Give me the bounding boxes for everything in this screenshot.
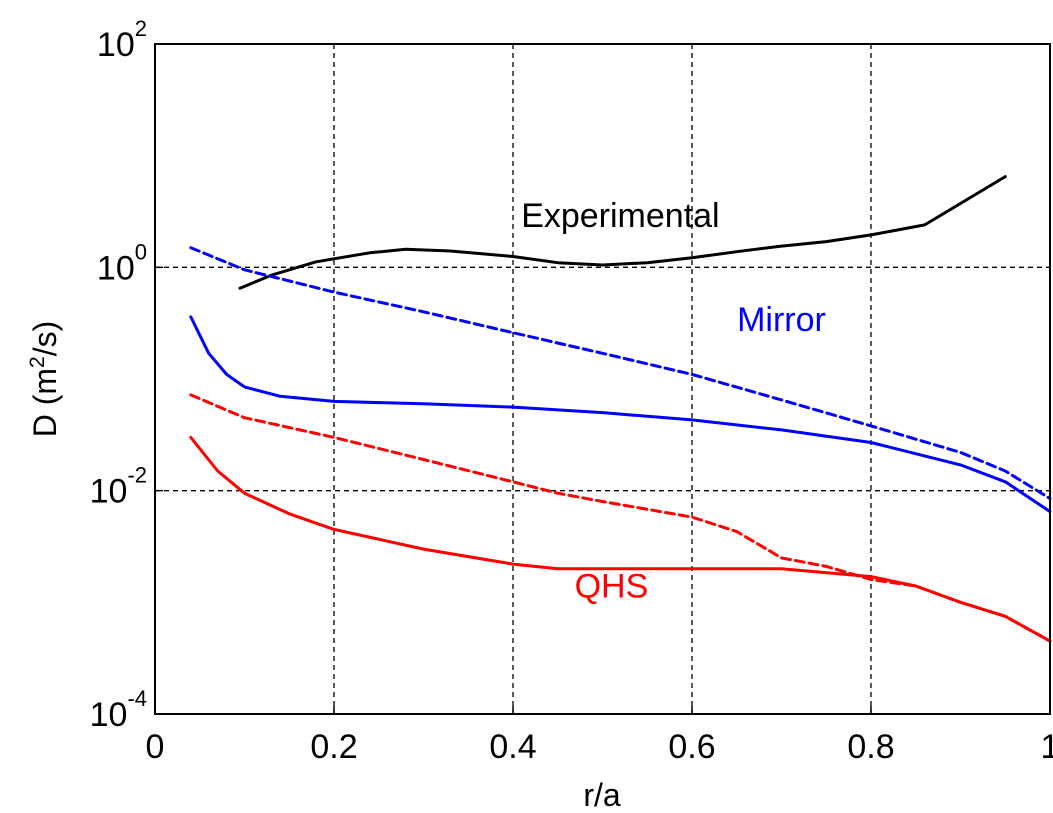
series-annotation-1: Experimental [521, 197, 719, 235]
y-axis-label-prefix: D (m [27, 368, 63, 437]
x-tick-label: 1 [1041, 728, 1053, 766]
y-axis-label-suffix: /s) [27, 321, 63, 357]
y-axis-label: D (m2/s) [26, 321, 63, 438]
y-axis-label-superscript: 2 [26, 356, 49, 368]
x-axis-label: r/a [583, 777, 621, 813]
x-tick-label: 0.6 [668, 728, 715, 766]
x-tick-label: 0.4 [489, 728, 536, 766]
x-tick-label: 0.2 [310, 728, 357, 766]
x-tick-label: 0 [146, 728, 165, 766]
series-annotation-3: QHS [575, 568, 649, 606]
x-tick-label: 0.8 [847, 728, 894, 766]
series-annotation-2: Mirror [737, 301, 826, 339]
